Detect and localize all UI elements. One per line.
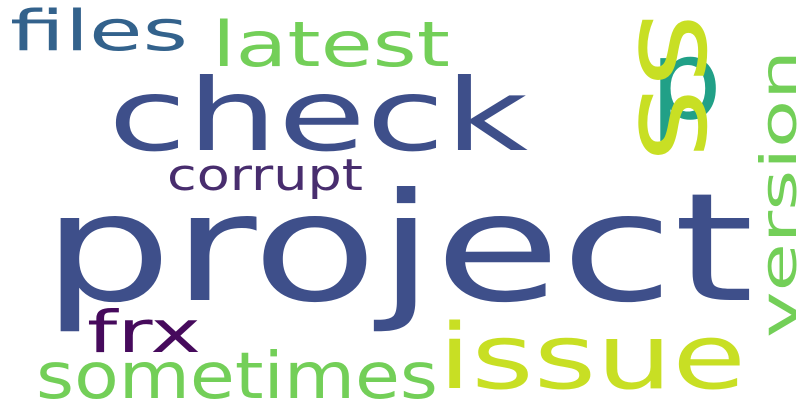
word-files: files bbox=[10, 0, 188, 64]
word-latest: latest bbox=[212, 8, 450, 81]
word-issue: issue bbox=[438, 305, 746, 400]
word-corrupt: corrupt bbox=[167, 150, 363, 201]
word-ss: ss bbox=[611, 12, 750, 162]
word-version: version bbox=[750, 50, 800, 338]
word-frx: frx bbox=[87, 298, 201, 366]
